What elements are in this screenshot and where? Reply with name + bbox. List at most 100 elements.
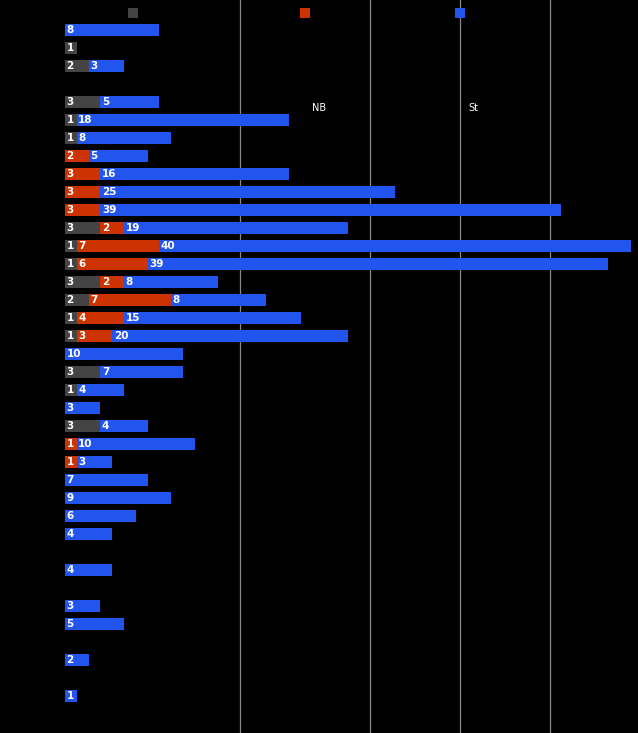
- Text: 3: 3: [66, 205, 74, 215]
- Bar: [77, 132, 171, 144]
- Text: 2: 2: [66, 655, 74, 665]
- Bar: [65, 347, 183, 360]
- Text: 6: 6: [78, 259, 85, 269]
- Text: NB: NB: [312, 103, 326, 113]
- Text: 3: 3: [66, 223, 74, 233]
- Bar: [65, 690, 77, 702]
- Text: 3: 3: [66, 187, 74, 197]
- Text: 19: 19: [126, 223, 140, 233]
- Bar: [77, 438, 195, 450]
- Text: 4: 4: [78, 385, 85, 395]
- Text: 7: 7: [66, 475, 74, 485]
- Text: 3: 3: [78, 331, 85, 341]
- Bar: [65, 150, 89, 162]
- Bar: [124, 222, 348, 235]
- Text: 3: 3: [66, 403, 74, 413]
- Bar: [65, 564, 112, 576]
- Bar: [89, 294, 171, 306]
- Text: 8: 8: [126, 277, 133, 287]
- Bar: [65, 60, 89, 73]
- Text: 39: 39: [149, 259, 163, 269]
- Bar: [100, 185, 396, 198]
- Bar: [65, 384, 77, 397]
- Bar: [77, 456, 112, 468]
- Text: 1: 1: [66, 115, 74, 125]
- Bar: [160, 240, 632, 252]
- Text: 18: 18: [78, 115, 93, 125]
- Text: 7: 7: [90, 295, 98, 305]
- Text: 1: 1: [66, 331, 74, 341]
- Text: 2: 2: [102, 223, 109, 233]
- Text: 25: 25: [102, 187, 116, 197]
- Text: 6: 6: [66, 511, 74, 521]
- Text: 1: 1: [66, 259, 74, 269]
- Text: 4: 4: [66, 565, 74, 575]
- Bar: [77, 384, 124, 397]
- Text: 39: 39: [102, 205, 116, 215]
- Text: 1: 1: [66, 43, 74, 53]
- Bar: [77, 114, 289, 126]
- Bar: [65, 240, 77, 252]
- Bar: [65, 23, 160, 36]
- Bar: [100, 96, 160, 108]
- Bar: [77, 330, 112, 342]
- Bar: [65, 420, 100, 432]
- Text: 8: 8: [173, 295, 180, 305]
- Text: 15: 15: [126, 313, 140, 323]
- Bar: [100, 366, 183, 378]
- Bar: [100, 420, 147, 432]
- Text: 1: 1: [66, 133, 74, 143]
- Bar: [300, 8, 310, 18]
- Bar: [65, 528, 112, 540]
- Bar: [65, 600, 100, 612]
- Text: 1: 1: [66, 385, 74, 395]
- Text: 7: 7: [102, 367, 109, 377]
- Bar: [65, 654, 89, 666]
- Text: 4: 4: [78, 313, 85, 323]
- Text: St: St: [468, 103, 478, 113]
- Bar: [100, 168, 289, 180]
- Bar: [65, 456, 77, 468]
- Bar: [65, 96, 100, 108]
- Bar: [65, 312, 77, 324]
- Bar: [100, 276, 124, 288]
- Text: 3: 3: [78, 457, 85, 467]
- Text: 2: 2: [66, 61, 74, 71]
- Text: 8: 8: [66, 25, 74, 35]
- Bar: [65, 204, 100, 216]
- Text: 16: 16: [102, 169, 116, 179]
- Bar: [65, 222, 100, 235]
- Text: 4: 4: [102, 421, 109, 431]
- Bar: [65, 294, 89, 306]
- Text: 5: 5: [102, 97, 109, 107]
- Bar: [77, 240, 160, 252]
- Bar: [89, 150, 147, 162]
- Text: 40: 40: [161, 241, 175, 251]
- Bar: [65, 618, 124, 630]
- Text: 10: 10: [66, 349, 81, 359]
- Bar: [65, 492, 171, 504]
- Text: 3: 3: [66, 277, 74, 287]
- Bar: [65, 185, 100, 198]
- Text: 10: 10: [78, 439, 93, 449]
- Bar: [124, 312, 301, 324]
- Text: 7: 7: [78, 241, 85, 251]
- Bar: [65, 276, 100, 288]
- Text: 1: 1: [66, 313, 74, 323]
- Text: 3: 3: [66, 421, 74, 431]
- Text: 1: 1: [66, 439, 74, 449]
- Bar: [65, 509, 136, 522]
- Text: 1: 1: [66, 457, 74, 467]
- Text: 3: 3: [90, 61, 98, 71]
- Bar: [65, 402, 100, 414]
- Text: 2: 2: [66, 295, 74, 305]
- Bar: [65, 114, 77, 126]
- Bar: [65, 258, 77, 270]
- Text: 20: 20: [114, 331, 128, 341]
- Bar: [128, 8, 138, 18]
- Text: 5: 5: [90, 151, 98, 161]
- Bar: [100, 204, 561, 216]
- Bar: [65, 366, 100, 378]
- Bar: [89, 60, 124, 73]
- Bar: [124, 276, 218, 288]
